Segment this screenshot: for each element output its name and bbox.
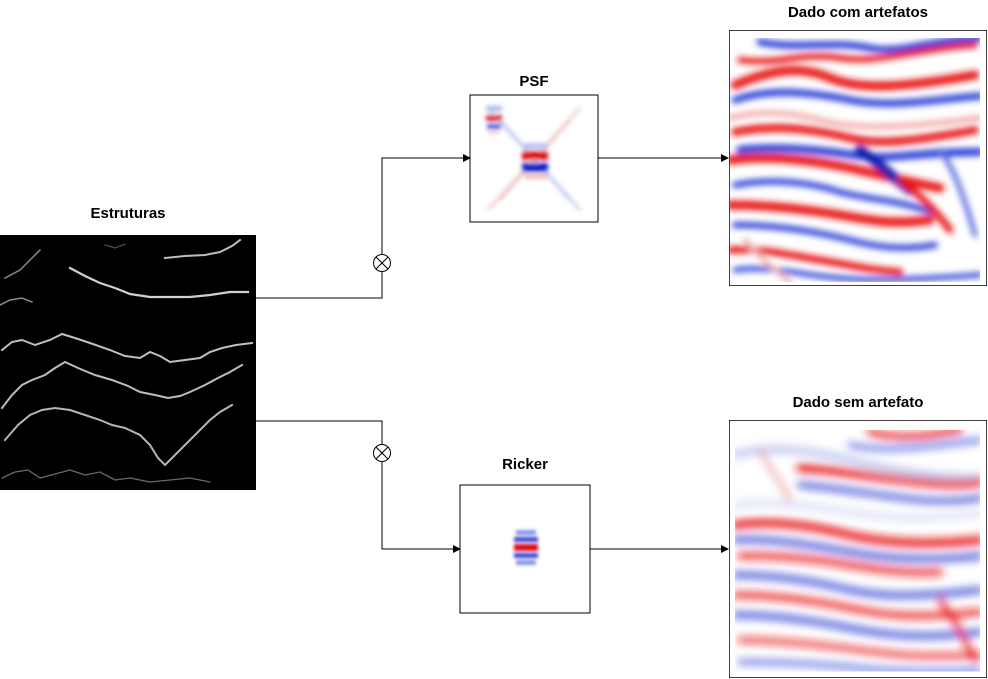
reflector-line xyxy=(1,469,211,483)
bottom-branch-arrow xyxy=(256,420,461,553)
reflector-line xyxy=(163,238,242,260)
ricker-image xyxy=(459,484,591,614)
estruturas-label: Estruturas xyxy=(90,205,166,222)
dado-com-artefatos-image xyxy=(729,30,987,286)
reflector-line xyxy=(0,332,254,364)
dado-sem-artefato-label: Dado sem artefato xyxy=(792,394,924,411)
dado-com-artefatos-label: Dado com artefatos xyxy=(787,4,929,21)
psf-image xyxy=(469,94,599,223)
reflector-line xyxy=(104,243,126,249)
reflector-line xyxy=(3,248,42,280)
reflector-line xyxy=(68,266,250,299)
reflector-line xyxy=(3,403,234,467)
psf-label: PSF xyxy=(519,73,549,90)
top-branch-arrow xyxy=(256,154,471,299)
reflector-line xyxy=(0,297,33,306)
dado-sem-artefato-image xyxy=(729,420,987,678)
ricker-label: Ricker xyxy=(502,456,548,473)
convolution-icon xyxy=(373,444,391,462)
reflector-line xyxy=(0,360,244,410)
convolution-icon xyxy=(373,254,391,272)
estruturas-image xyxy=(0,235,256,490)
